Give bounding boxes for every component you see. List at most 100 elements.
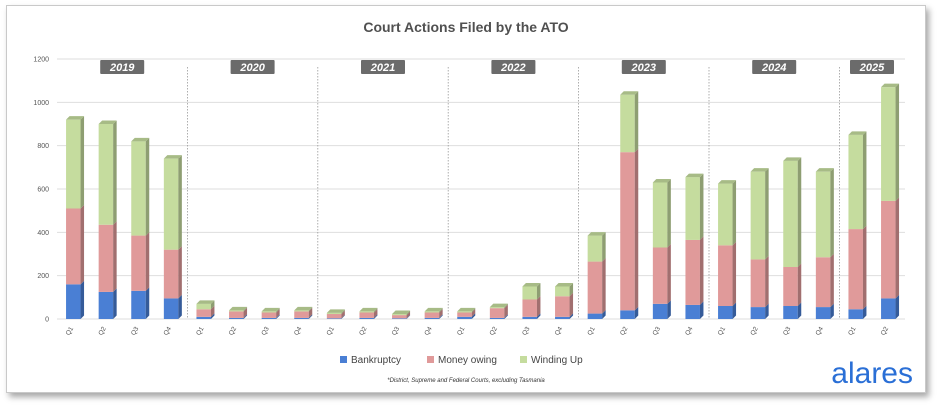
y-tick-label: 0 xyxy=(45,317,49,324)
bar-segment-winding-up xyxy=(848,131,867,230)
bar-segment-winding-up xyxy=(196,300,215,310)
x-tick-label: Q2 xyxy=(619,325,630,336)
year-label-box xyxy=(100,60,145,74)
bar-segment-bankruptcy xyxy=(424,314,443,319)
bar-segment-bankruptcy xyxy=(229,314,248,319)
bar-segment-money-owing xyxy=(718,241,737,306)
x-tick-label: Q1 xyxy=(195,325,206,336)
bar-segment-winding-up xyxy=(881,83,900,201)
bar-segment-money-owing xyxy=(294,307,313,318)
bar-segment-winding-up xyxy=(685,173,704,240)
bar-segment-bankruptcy xyxy=(718,302,737,319)
bar-segment-bankruptcy xyxy=(131,287,150,319)
bar-segment-bankruptcy xyxy=(881,294,900,319)
bar-segment-bankruptcy xyxy=(261,314,280,319)
bar-segment-winding-up xyxy=(489,303,508,309)
bar-segment-bankruptcy xyxy=(294,314,313,319)
year-label: 2022 xyxy=(500,62,525,74)
bar-segment-money-owing xyxy=(163,246,182,299)
y-tick-label: 600 xyxy=(37,187,49,194)
bar-segment-bankruptcy xyxy=(359,314,378,319)
bar-segment-bankruptcy xyxy=(326,314,345,319)
bar-segment-money-owing xyxy=(881,197,900,299)
bar-segment-bankruptcy xyxy=(522,313,541,319)
bar-segment-bankruptcy xyxy=(848,305,867,319)
year-label-box xyxy=(491,60,536,74)
x-tick-label: Q4 xyxy=(293,325,304,336)
year-label: 2021 xyxy=(370,62,395,74)
x-tick-label: Q2 xyxy=(749,325,760,336)
bar-segment-bankruptcy xyxy=(457,313,476,319)
bar-segment-money-owing xyxy=(522,296,541,317)
bar-segment-bankruptcy xyxy=(163,294,182,319)
bar-segment-bankruptcy xyxy=(750,303,769,319)
bar-segment-winding-up xyxy=(98,120,117,225)
x-tick-label: Q3 xyxy=(652,325,663,336)
bar-segment-money-owing xyxy=(783,263,802,306)
bar-segment-money-owing xyxy=(98,221,117,292)
y-tick-label: 800 xyxy=(37,143,49,150)
year-label-box xyxy=(752,60,797,74)
brand-logo: alares xyxy=(831,357,913,390)
y-tick-label: 1000 xyxy=(33,100,49,107)
bar-segment-winding-up xyxy=(620,91,639,153)
year-label: 2025 xyxy=(859,62,885,74)
bar-segment-money-owing xyxy=(815,253,834,308)
bar-segment-winding-up xyxy=(163,155,182,250)
bar-segment-bankruptcy xyxy=(98,288,117,319)
x-tick-label: Q1 xyxy=(847,325,858,336)
bar-segment-winding-up xyxy=(359,307,378,313)
year-label-box xyxy=(850,60,894,74)
bar-segment-money-owing xyxy=(685,236,704,305)
bar-segment-winding-up xyxy=(555,283,574,297)
x-tick-label: Q2 xyxy=(489,325,500,336)
bar-segment-winding-up xyxy=(783,157,802,267)
year-label: 2019 xyxy=(109,62,135,74)
bar-segment-bankruptcy xyxy=(392,314,411,319)
x-tick-label: Q4 xyxy=(815,325,826,336)
x-tick-label: Q4 xyxy=(163,325,174,336)
x-tick-label: Q2 xyxy=(97,325,108,336)
bars xyxy=(66,83,900,319)
x-tick-label: Q3 xyxy=(521,325,532,336)
bar-segment-winding-up xyxy=(66,116,85,209)
bar-segment-bankruptcy xyxy=(66,280,85,319)
bar-segment-winding-up xyxy=(229,306,248,312)
bar-segment-bankruptcy xyxy=(196,313,215,319)
bar-segment-money-owing xyxy=(359,309,378,318)
bar-segment-bankruptcy xyxy=(652,300,671,319)
bar-segment-winding-up xyxy=(392,310,411,316)
bar-segment-money-owing xyxy=(261,309,280,318)
year-label: 2024 xyxy=(761,62,786,74)
bar-segment-money-owing xyxy=(424,309,443,318)
x-tick-label: Q2 xyxy=(880,325,891,336)
year-label-box xyxy=(621,60,666,74)
year-dividers xyxy=(186,67,840,319)
y-tick-label: 400 xyxy=(37,230,49,237)
chart-svg: Court Actions Filed by the ATO 0 200 400 60… xyxy=(33,19,913,390)
bar-segment-bankruptcy xyxy=(783,302,802,319)
bar-segment-winding-up xyxy=(424,307,443,313)
x-tick-label: Q4 xyxy=(684,325,695,336)
legend-swatch xyxy=(340,356,347,363)
legend-label: Winding Up xyxy=(531,355,583,366)
year-label-box xyxy=(361,60,405,74)
year-labels: 2019 2020 2021 2022 2023 2024 2025 xyxy=(100,60,894,74)
legend: Bankruptcy Money owing Winding Up xyxy=(340,355,583,366)
year-label: 2020 xyxy=(239,62,265,74)
bar-segment-money-owing xyxy=(587,258,606,314)
bar-segment-winding-up xyxy=(587,232,606,262)
footnote: *District, Supreme and Federal Courts, e… xyxy=(387,378,545,384)
x-tick-labels: Q1 Q2 Q3 Q4 Q1 Q2 Q3 Q4 Q1 Q2 Q3 Q4 Q1 Q2 Q3 Q4 Q1 Q2 Q3 Q4… xyxy=(65,325,891,336)
chart-title: Court Actions Filed by the ATO xyxy=(363,19,568,35)
bar-segment-money-owing xyxy=(326,310,345,319)
bar-segment-money-owing xyxy=(392,311,411,319)
bar-segment-money-owing xyxy=(229,307,248,318)
x-tick-label: Q3 xyxy=(260,325,271,336)
bar-segment-money-owing xyxy=(652,244,671,304)
x-tick-label: Q2 xyxy=(358,325,369,336)
bar-segment-bankruptcy xyxy=(555,313,574,319)
x-tick-label: Q3 xyxy=(391,325,402,336)
bar-segment-money-owing xyxy=(196,305,215,317)
legend-label: Bankruptcy xyxy=(351,355,401,366)
